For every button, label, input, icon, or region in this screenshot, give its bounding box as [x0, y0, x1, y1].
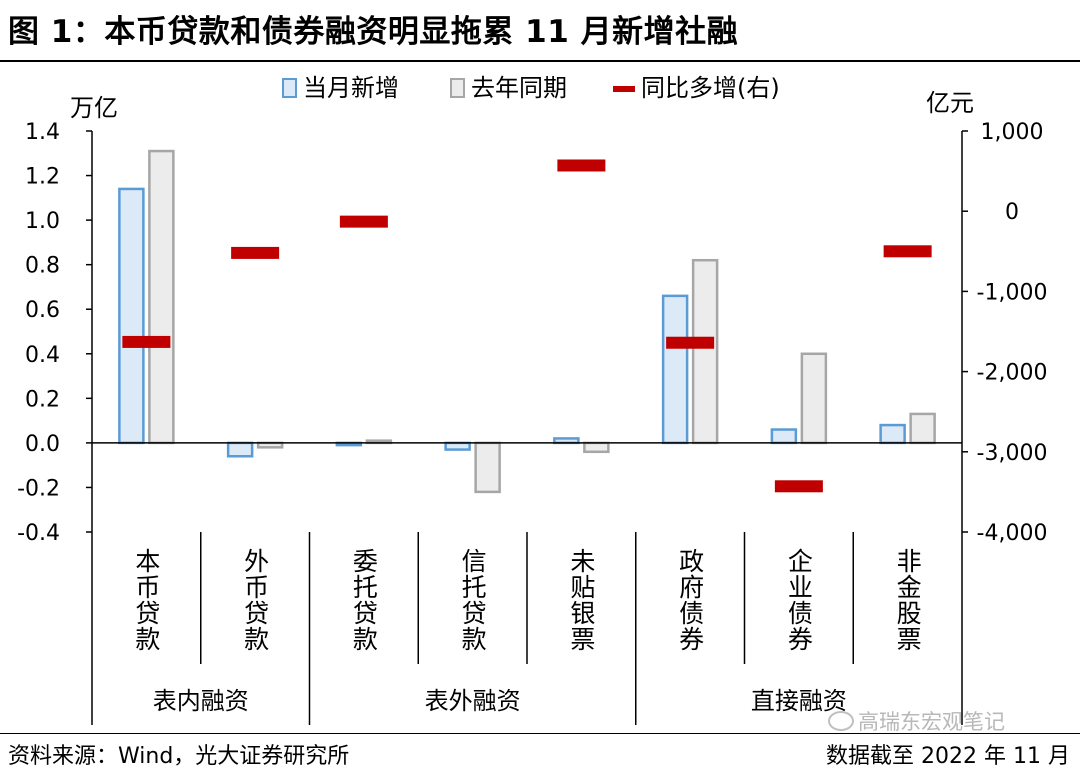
title-divider: [0, 60, 1080, 62]
legend-swatch-yoy: [613, 86, 635, 92]
watermark-text: 高瑞东宏观笔记: [858, 710, 1005, 734]
right-tick-label: -3,000: [977, 441, 1048, 466]
chart-title: 图 1：本币贷款和债券融资明显拖累 11 月新增社融: [8, 14, 739, 50]
left-tick-label: 0.4: [25, 343, 60, 368]
legend-swatch-last-year: [450, 78, 465, 98]
left-tick-label: 1.0: [25, 209, 60, 234]
left-tick-label: 0.2: [25, 387, 60, 412]
yoy-marker: [339, 215, 388, 228]
right-tick-label: 1,000: [981, 120, 1044, 145]
watermark: 高瑞东宏观笔记: [828, 706, 1005, 736]
left-axis-unit: 万亿: [70, 94, 118, 122]
group-label: 表内融资: [153, 687, 249, 715]
left-tick-label: 0.6: [25, 298, 60, 323]
bar-last-year: [691, 258, 719, 445]
bar-last-year: [474, 441, 501, 494]
category-label: 信托贷款: [458, 548, 487, 652]
yoy-marker: [557, 159, 606, 172]
category-label: 政府债券: [676, 548, 705, 652]
yoy-marker: [774, 480, 823, 493]
category-label: 本币贷款: [132, 548, 161, 652]
bar-last-year: [148, 149, 175, 445]
category-label: 非金股票: [893, 548, 922, 652]
legend-label-last-year: 去年同期: [471, 74, 567, 102]
footer-divider: [0, 733, 1080, 734]
group-label: 直接融资: [751, 687, 847, 715]
bar-last-year: [583, 441, 610, 454]
category-label: 委托贷款: [349, 548, 378, 652]
bar-current: [118, 187, 145, 445]
yoy-marker: [666, 336, 715, 349]
bar-current: [770, 428, 798, 445]
date-note: 数据截至 2022 年 11 月: [826, 744, 1070, 769]
bar-current: [444, 441, 471, 451]
right-tick-label: -2,000: [977, 361, 1048, 386]
right-tick-label: -4,000: [977, 521, 1048, 546]
bar-last-year: [909, 412, 936, 445]
chart-area: -0.4 -0.2 0.0 0.2 0.4 0.6 0.8 1.0 1.2 1.4 -4,000 -3…: [17, 74, 1048, 725]
wechat-icon: [828, 711, 854, 731]
group-label: 表外融资: [425, 687, 521, 715]
right-tick-label: 0: [1005, 200, 1019, 225]
right-axis-unit: 亿元: [926, 89, 974, 117]
bar-current: [661, 294, 689, 445]
legend-swatch-current: [282, 78, 297, 98]
yoy-marker: [122, 335, 171, 348]
bar-last-year: [800, 352, 828, 445]
yoy-marker: [231, 246, 280, 259]
left-tick-label: -0.2: [17, 476, 60, 501]
right-tick-label: -1,000: [977, 280, 1048, 305]
bar-current: [226, 441, 254, 458]
left-tick-label: 1.2: [25, 165, 60, 190]
bar-current: [879, 423, 906, 445]
yoy-marker: [883, 245, 932, 258]
legend-label-yoy: 同比多增(右): [641, 74, 780, 102]
category-label: 未贴银票: [567, 548, 596, 652]
left-tick-label: 0.0: [25, 432, 60, 457]
left-tick-label: 1.4: [25, 120, 60, 145]
legend-label-current: 当月新增: [303, 74, 399, 102]
category-label: 企业债券: [784, 548, 813, 652]
left-tick-label: 0.8: [25, 254, 60, 279]
left-tick-label: -0.4: [17, 521, 60, 546]
category-label: 外币贷款: [241, 548, 270, 652]
source-note: 资料来源：Wind，光大证券研究所: [8, 744, 350, 769]
